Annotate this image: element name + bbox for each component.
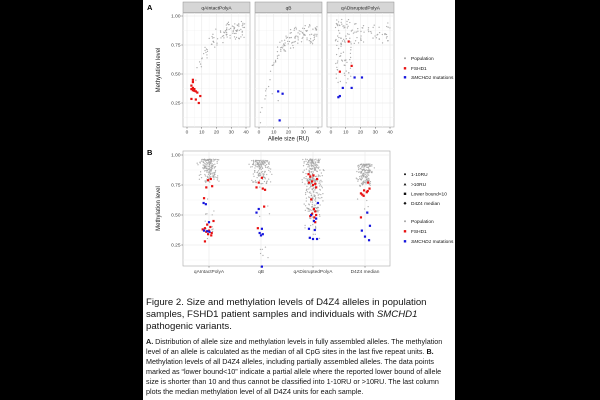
facet-strip — [182, 1, 251, 13]
panel-a-x-axis-title: Allele size (RU) — [268, 137, 309, 143]
fshd1-points — [338, 40, 353, 73]
panel-b-label: B — [147, 148, 153, 157]
legend-triangle-icon — [403, 182, 407, 186]
legend-dot-icon — [404, 57, 406, 60]
x-tick-label: 0 — [186, 129, 189, 135]
y-tick-label: 0.75 — [171, 183, 181, 189]
panel-a-y-axis-title: Methylation level — [156, 48, 162, 93]
caption-text-segment: pathogenic variants. — [146, 321, 232, 332]
fshd1-points — [359, 181, 371, 219]
x-tick-label: 0 — [330, 129, 333, 135]
population-points — [334, 18, 391, 84]
legend-diamond-icon — [403, 201, 407, 205]
y-tick-label: 0.25 — [171, 243, 181, 249]
y-tick-label: 0.50 — [171, 72, 181, 78]
legend-label: SMCHD1 mutations — [411, 239, 454, 245]
population-points — [259, 24, 318, 124]
y-tick-label: 0.75 — [171, 43, 181, 49]
legend-dot-icon — [404, 220, 406, 223]
caption-text-segment: SMCHD1 — [376, 309, 418, 320]
legend-label: D4Z4 median — [411, 201, 440, 207]
panel-b-strip-chart: B Methylation level 0.25 0.50 0.75 1.00 qAInta… — [147, 148, 454, 275]
legend-label: SMCHD1 mutations — [411, 75, 454, 81]
x-tick-label: 0 — [258, 129, 261, 135]
population-points — [355, 163, 375, 214]
population-points — [195, 20, 246, 81]
legend-label: Lower bound<10 — [411, 192, 447, 198]
category-label: qADisruptedPolyA — [294, 269, 334, 275]
facet-strip — [254, 1, 323, 13]
population-points — [248, 159, 273, 259]
population-points — [301, 158, 325, 240]
x-tick-label: 40 — [315, 129, 321, 135]
fshd1-points — [190, 78, 202, 105]
smchd1-points — [337, 76, 364, 99]
x-tick-label: 10 — [199, 129, 205, 135]
x-tick-label: 10 — [343, 129, 349, 135]
legend-label: Population — [411, 56, 434, 62]
figure-caption-title: Figure 2. Size and methylation levels of… — [146, 297, 452, 333]
y-tick-label: 1.00 — [171, 14, 181, 20]
facet-strip-label: qAIntactPolyA — [201, 5, 232, 11]
legend-label: FSHD1 — [411, 66, 427, 72]
legend-square-icon — [403, 76, 407, 79]
legend-square-icon — [403, 67, 407, 70]
x-tick-label: 20 — [214, 129, 220, 135]
caption-text-segment: A. — [146, 337, 154, 346]
figure-caption-body: A. Distribution of allele size and methy… — [146, 337, 452, 396]
panel-b-legend: 1-10RU >10RU Lower bound<10 D4Z4 median Popu… — [403, 172, 454, 245]
smchd1-points — [307, 201, 320, 241]
population-points — [196, 158, 220, 240]
smchd1-points — [360, 211, 372, 242]
category-label: qAIntactPolyA — [194, 269, 225, 275]
facet-strip-label: qB — [286, 5, 292, 11]
panel-b-y-axis-title: Methylation level — [156, 186, 162, 231]
smchd1-points — [277, 90, 284, 122]
y-tick-label: 0.25 — [171, 101, 181, 107]
legend-dot-icon — [404, 173, 406, 176]
legend-label: >10RU — [411, 182, 427, 188]
caption-text-segment: Distribution of allele size and methylat… — [146, 337, 443, 356]
y-tick-label: 1.00 — [171, 153, 181, 159]
x-tick-label: 10 — [271, 129, 277, 135]
legend-label: FSHD1 — [411, 229, 427, 235]
facet-strip — [326, 1, 395, 13]
category-label: qB — [258, 269, 264, 275]
x-tick-label: 20 — [286, 129, 292, 135]
x-tick-label: 30 — [229, 129, 235, 135]
figure-content: A Methylation level 0.25 0.50 0.75 1.00 qAInta… — [143, 0, 455, 400]
facet-strip-label: qADisruptedPolyA — [341, 5, 381, 11]
category-label: D4Z4 median — [351, 269, 380, 275]
x-tick-label: 30 — [301, 129, 307, 135]
caption-text-segment: Methylation levels of all D4Z4 alleles, … — [146, 356, 442, 396]
y-tick-label: 0.50 — [171, 213, 181, 219]
legend-square-icon — [403, 192, 407, 195]
figure-caption: Figure 2. Size and methylation levels of… — [146, 297, 452, 396]
panel-a-scatter-chart: A Methylation level 0.25 0.50 0.75 1.00 qAInta… — [147, 1, 454, 143]
caption-text-segment: Figure 2. Size and methylation levels of… — [146, 297, 427, 320]
legend-square-icon — [403, 240, 407, 243]
x-tick-label: 20 — [358, 129, 364, 135]
legend-label: 1-10RU — [411, 172, 428, 178]
smchd1-points — [255, 207, 264, 268]
fshd1-points — [307, 173, 319, 224]
legend-label: Population — [411, 219, 434, 225]
caption-text-segment: B. — [426, 346, 434, 356]
x-tick-label: 30 — [373, 129, 379, 135]
x-tick-label: 40 — [243, 129, 249, 135]
fshd1-points — [255, 176, 267, 230]
panel-a-label: A — [147, 3, 153, 12]
legend-square-icon — [403, 230, 407, 233]
x-tick-label: 40 — [387, 129, 393, 135]
smchd1-points — [202, 201, 211, 233]
panel-a-legend: Population FSHD1 SMCHD1 mutations — [403, 56, 454, 81]
